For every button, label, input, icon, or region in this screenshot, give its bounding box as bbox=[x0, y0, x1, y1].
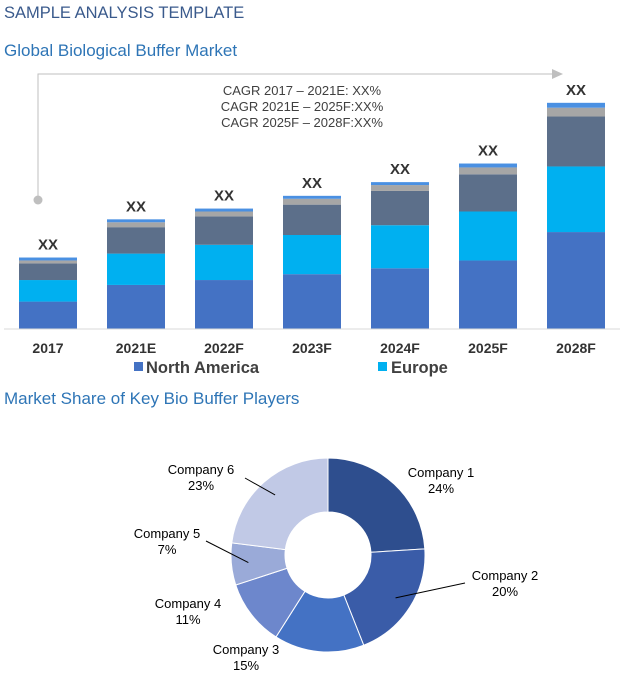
leader-line-company-5 bbox=[205, 540, 249, 563]
bar-segment-2022f-s3 bbox=[195, 216, 253, 245]
cagr-line-1: CAGR 2017 – 2021E: XX% bbox=[223, 83, 382, 98]
bar-segment-2024f-s1 bbox=[371, 268, 429, 329]
donut-value-company-5: 7% bbox=[158, 542, 177, 557]
bar-segment-2028f-s4 bbox=[547, 107, 605, 117]
donut-value-company-6: 23% bbox=[188, 478, 214, 493]
donut-slice-company-1 bbox=[327, 457, 426, 553]
bar-segment-2028f-s3 bbox=[547, 116, 605, 167]
cagr-arrow bbox=[33, 69, 563, 205]
bar-segment-2017-s1 bbox=[19, 301, 77, 329]
bar-segment-2023f-s5 bbox=[283, 195, 341, 199]
bar-segment-2028f-s1 bbox=[547, 232, 605, 329]
bar-segment-2025f-s1 bbox=[459, 260, 517, 329]
bar-segment-2025f-s5 bbox=[459, 163, 517, 168]
donut-slice-company-2 bbox=[343, 548, 426, 646]
bar-segment-2021e-s2 bbox=[107, 253, 165, 285]
bar-segment-2028f-s5 bbox=[547, 102, 605, 108]
x-tick-2023f: 2023F bbox=[292, 340, 332, 356]
legend-label-europe: Europe bbox=[391, 359, 448, 377]
legend-swatch-europe bbox=[378, 362, 387, 371]
bar-segment-2021e-s4 bbox=[107, 222, 165, 228]
legend-swatch-north-america bbox=[134, 362, 143, 371]
bar-segment-2023f-s4 bbox=[283, 198, 341, 205]
bar-segment-2023f-s3 bbox=[283, 204, 341, 235]
bar-segment-2022f-s5 bbox=[195, 208, 253, 212]
leader-line-company-6 bbox=[244, 477, 276, 496]
bar-segment-2017-s4 bbox=[19, 260, 77, 264]
page-header: SAMPLE ANALYSIS TEMPLATE bbox=[4, 4, 245, 22]
x-tick-2022f: 2022F bbox=[204, 340, 244, 356]
donut-label-company-5: Company 5 bbox=[134, 526, 200, 541]
bar-chart-title: Global Biological Buffer Market bbox=[4, 41, 238, 60]
donut-value-company-3: 15% bbox=[233, 658, 259, 673]
donut-label-company-3: Company 3 bbox=[213, 642, 279, 657]
bar-segment-2024f-s4 bbox=[371, 185, 429, 191]
donut-label-company-1: Company 1 bbox=[408, 465, 474, 480]
pie-chart-title: Market Share of Key Bio Buffer Players bbox=[4, 389, 300, 408]
x-tick-2024f: 2024F bbox=[380, 340, 420, 356]
data-label-2021e: XX bbox=[126, 198, 146, 215]
bar-segment-2023f-s1 bbox=[283, 274, 341, 329]
bar-segment-2025f-s4 bbox=[459, 167, 517, 175]
bar-segment-2017-s5 bbox=[19, 257, 77, 261]
data-label-2024f: XX bbox=[390, 161, 410, 178]
cagr-arrow-line bbox=[37, 73, 552, 200]
bar-segment-2024f-s3 bbox=[371, 190, 429, 226]
donut-slice-company-6 bbox=[231, 457, 329, 551]
data-label-2022f: XX bbox=[214, 188, 234, 205]
bar-segment-2017-s3 bbox=[19, 263, 77, 281]
bar-segment-2022f-s4 bbox=[195, 211, 253, 217]
data-label-2017: XX bbox=[38, 237, 58, 254]
donut-label-company-6: Company 6 bbox=[168, 462, 234, 477]
bar-segment-2025f-s3 bbox=[459, 174, 517, 212]
bar-segment-2022f-s2 bbox=[195, 244, 253, 281]
x-tick-2017: 2017 bbox=[32, 340, 63, 356]
cagr-line-3: CAGR 2025F – 2028F:XX% bbox=[221, 115, 383, 130]
x-tick-2025f: 2025F bbox=[468, 340, 508, 356]
donut-value-company-4: 11% bbox=[175, 612, 200, 627]
bar-segment-2025f-s2 bbox=[459, 211, 517, 261]
donut-label-company-4: Company 4 bbox=[155, 596, 221, 611]
data-label-2023f: XX bbox=[302, 175, 322, 192]
donut-value-company-1: 24% bbox=[428, 481, 454, 496]
x-tick-2028f: 2028F bbox=[556, 340, 596, 356]
bar-chart: 2017 2021E 2022F 2023F 2024F 2025F 2028F XX XX X… bbox=[4, 69, 620, 377]
bar-segment-2022f-s1 bbox=[195, 280, 253, 329]
bar-segment-2024f-s2 bbox=[371, 225, 429, 269]
x-tick-2021e: 2021E bbox=[116, 340, 156, 356]
legend-label-north-america: North America bbox=[146, 359, 260, 377]
bar-segment-2023f-s2 bbox=[283, 235, 341, 275]
donut-value-company-2: 20% bbox=[492, 584, 518, 599]
data-label-2028f: XX bbox=[566, 82, 586, 99]
cagr-line-2: CAGR 2021E – 2025F:XX% bbox=[221, 99, 384, 114]
bar-segment-2024f-s5 bbox=[371, 182, 429, 186]
data-label-2025f: XX bbox=[478, 143, 498, 160]
bar-segment-2021e-s1 bbox=[107, 284, 165, 329]
bar-segment-2028f-s2 bbox=[547, 166, 605, 233]
bar-segment-2017-s2 bbox=[19, 280, 77, 302]
bar-segment-2021e-s3 bbox=[107, 227, 165, 254]
donut-label-company-2: Company 2 bbox=[472, 568, 538, 583]
cagr-arrow-head bbox=[552, 69, 563, 79]
leader-line-company-2 bbox=[395, 582, 466, 599]
bar-segment-2021e-s5 bbox=[107, 219, 165, 223]
